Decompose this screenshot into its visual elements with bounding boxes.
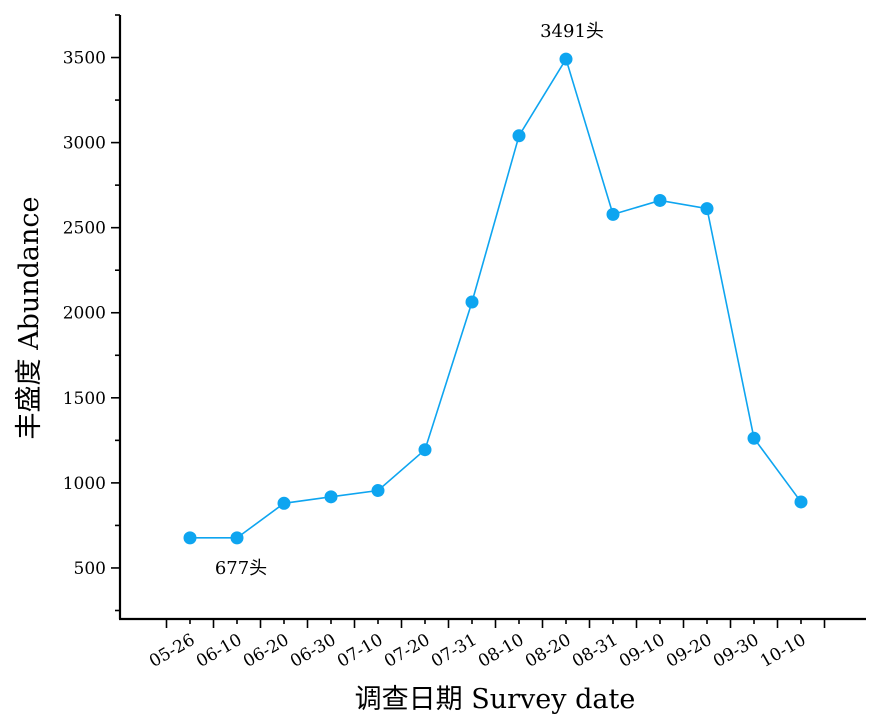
x-tick-label: 08-31 [569, 630, 621, 672]
data-points [183, 52, 808, 545]
x-tick-label: 06-20 [240, 630, 292, 672]
x-tick-label: 05-26 [146, 630, 198, 672]
y-tick-label: 500 [74, 559, 106, 579]
data-point [653, 193, 667, 207]
x-tick-label: 10-10 [757, 630, 809, 672]
x-tick-label: 06-30 [287, 630, 339, 672]
data-point [230, 531, 244, 545]
x-tick-label: 09-10 [616, 630, 668, 672]
data-annotation: 677头 [215, 558, 267, 579]
x-tick-label: 08-20 [522, 630, 574, 672]
data-point [747, 431, 761, 445]
y-tick-label: 1000 [63, 474, 106, 494]
y-axis-label: 丰盛度 Abundance [14, 196, 45, 439]
data-point [183, 531, 197, 545]
y-tick-label: 2500 [63, 219, 106, 239]
data-point [512, 129, 526, 143]
x-tick-label: 09-30 [710, 630, 762, 672]
x-tick-label: 08-10 [475, 630, 527, 672]
x-tick-label: 07-31 [428, 630, 480, 672]
annotations: 3491头 677头 [215, 21, 604, 579]
y-tick-label: 2000 [63, 304, 106, 324]
data-point [465, 295, 479, 309]
data-point [700, 202, 714, 216]
series-line [190, 57, 802, 539]
y-ticks: 500 1000 1500 2000 2500 3000 3500 [63, 14, 120, 612]
data-point [606, 207, 620, 221]
y-tick-label: 1500 [63, 389, 106, 409]
y-tick-label: 3500 [63, 49, 106, 69]
x-ticks: 05-2606-1006-2006-3007-1007-2007-3108-10… [146, 619, 826, 672]
data-point [277, 496, 291, 510]
x-tick-label: 06-10 [193, 630, 245, 672]
data-point [418, 443, 432, 457]
data-annotation: 3491头 [540, 21, 604, 42]
x-tick-label: 09-20 [663, 630, 715, 672]
data-point [559, 52, 573, 66]
data-point [794, 495, 808, 509]
data-point [324, 490, 338, 504]
data-point [371, 484, 385, 498]
x-axis-label: 调查日期 Survey date [355, 684, 636, 715]
x-tick-label: 07-10 [334, 630, 386, 672]
y-tick-label: 3000 [63, 134, 106, 154]
x-tick-label: 07-20 [381, 630, 433, 672]
